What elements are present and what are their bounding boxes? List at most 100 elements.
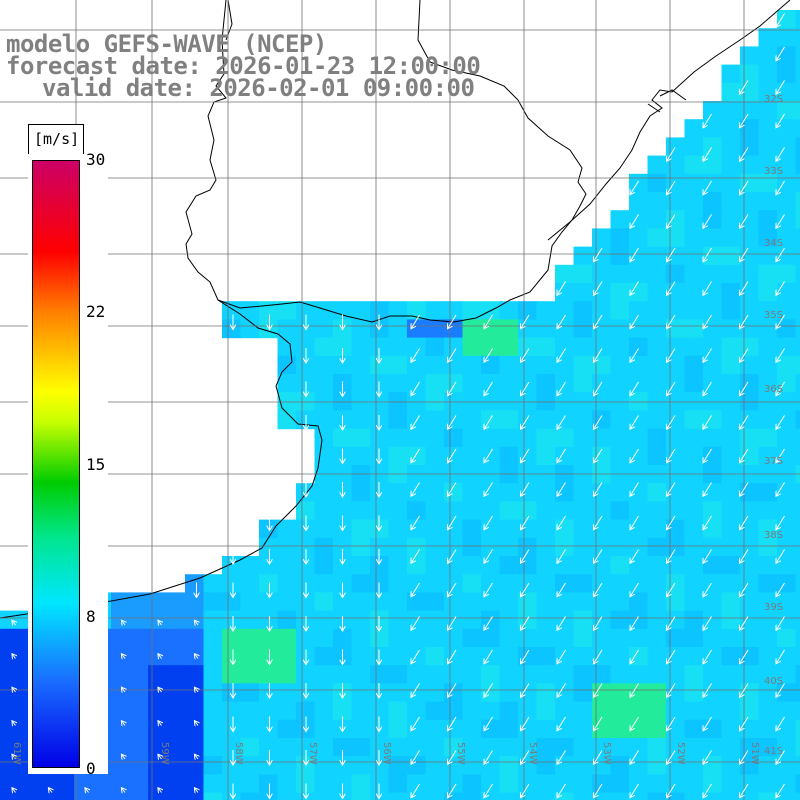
ocean-cell	[555, 483, 575, 502]
ocean-cell	[758, 82, 778, 102]
wind-arrow	[740, 750, 749, 764]
ocean-cell	[444, 592, 464, 612]
latitude-label: 38S	[764, 530, 783, 541]
ocean-cell	[684, 428, 704, 448]
ocean-cell	[740, 683, 760, 703]
ocean-cell	[703, 101, 723, 120]
ocean-cell	[555, 428, 575, 448]
ocean-cell	[296, 592, 316, 612]
ocean-cell	[481, 319, 501, 339]
ocean-cell	[777, 719, 797, 739]
ocean-cell	[647, 246, 667, 266]
ocean-cell	[666, 501, 686, 521]
ocean-cell	[314, 610, 334, 630]
ocean-cell	[721, 428, 741, 448]
wind-arrow	[667, 247, 676, 261]
ocean-cell	[592, 719, 612, 739]
ocean-cell	[740, 792, 760, 800]
wind-arrow	[521, 582, 530, 596]
ocean-cell	[610, 246, 630, 266]
ocean-cell	[425, 665, 445, 684]
wind-arrow	[704, 214, 712, 228]
ocean-cell	[462, 374, 482, 393]
ocean-cell	[499, 719, 519, 739]
ocean-cell	[296, 501, 316, 521]
ocean-cell	[573, 537, 593, 557]
ocean-cell	[203, 665, 223, 684]
ocean-cell	[425, 756, 445, 775]
wind-arrow	[777, 582, 785, 596]
wind-arrow	[412, 616, 420, 630]
ocean-cell	[370, 301, 390, 320]
ocean-cell	[721, 82, 741, 102]
ocean-cell	[407, 738, 427, 757]
ocean-cell	[277, 774, 297, 794]
ocean-cell	[370, 501, 390, 521]
ocean-cell	[518, 519, 538, 539]
ocean-cell	[444, 665, 464, 684]
ocean-cell	[518, 301, 538, 320]
ocean-cell	[721, 246, 741, 266]
longitude-label: 61W	[11, 742, 22, 765]
ocean-cell	[407, 374, 427, 393]
ocean-cell	[777, 246, 797, 266]
wind-arrow	[558, 348, 566, 362]
ocean-cell	[370, 719, 390, 739]
wind-arrow	[704, 549, 712, 563]
ocean-cell	[481, 410, 501, 430]
ocean-cell	[740, 301, 760, 320]
wind-arrow	[667, 482, 676, 496]
ocean-cell	[296, 301, 316, 320]
ocean-cell	[777, 537, 797, 557]
ocean-cell	[684, 246, 704, 266]
ocean-cell	[407, 428, 427, 448]
ocean-cell	[684, 446, 704, 466]
ocean-cell	[185, 792, 205, 800]
ocean-cell	[536, 738, 556, 757]
ocean-cell	[795, 301, 800, 320]
ocean-cell	[185, 756, 205, 775]
ocean-cell	[684, 210, 704, 229]
ocean-cell	[388, 428, 408, 448]
wind-arrow	[777, 783, 785, 797]
ocean-cell	[629, 592, 649, 612]
ocean-cell	[351, 719, 371, 739]
ocean-cell	[388, 774, 408, 794]
ocean-cell	[647, 192, 667, 211]
ocean-cell	[370, 628, 390, 648]
ocean-cell	[481, 738, 501, 757]
ocean-cell	[629, 647, 649, 666]
ocean-cell	[536, 610, 556, 630]
ocean-cell	[444, 774, 464, 794]
ocean-cell	[259, 628, 279, 648]
wind-arrow	[485, 649, 493, 663]
wind-arrow	[704, 515, 712, 529]
ocean-cell	[703, 355, 723, 375]
ocean-cell	[314, 537, 334, 557]
ocean-cell	[592, 283, 612, 302]
ocean-cell	[629, 683, 649, 703]
ocean-cell	[259, 574, 279, 593]
ocean-cell	[388, 610, 408, 630]
ocean-cell	[629, 337, 649, 357]
ocean-cell	[314, 792, 334, 800]
wind-arrow	[667, 649, 676, 663]
wind-arrow	[777, 750, 785, 764]
ocean-cell	[518, 410, 538, 430]
ocean-cell	[536, 483, 556, 502]
ocean-cell	[647, 610, 667, 630]
ocean-cell	[795, 738, 800, 757]
wind-arrow	[412, 314, 420, 328]
ocean-cell	[536, 628, 556, 648]
wind-arrow	[521, 783, 530, 797]
ocean-cell	[758, 519, 778, 539]
ocean-cell	[795, 10, 800, 29]
ocean-cell	[148, 683, 168, 703]
ocean-cell	[388, 410, 408, 430]
ocean-cell	[407, 792, 427, 800]
ocean-cell	[462, 319, 482, 339]
ocean-cell	[758, 592, 778, 612]
ocean-cell	[166, 647, 186, 666]
wind-arrow	[740, 214, 749, 228]
ocean-cell	[795, 264, 800, 284]
